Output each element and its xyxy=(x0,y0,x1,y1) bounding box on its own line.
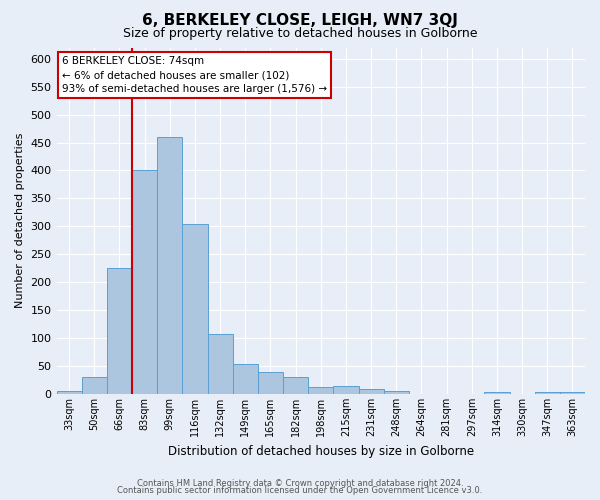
Text: 6 BERKELEY CLOSE: 74sqm
← 6% of detached houses are smaller (102)
93% of semi-de: 6 BERKELEY CLOSE: 74sqm ← 6% of detached… xyxy=(62,56,327,94)
Text: Size of property relative to detached houses in Golborne: Size of property relative to detached ho… xyxy=(123,28,477,40)
Bar xyxy=(107,268,132,394)
Bar xyxy=(56,391,82,394)
Bar xyxy=(208,334,233,394)
Bar xyxy=(233,364,258,394)
Y-axis label: Number of detached properties: Number of detached properties xyxy=(15,133,25,308)
Bar xyxy=(359,389,383,394)
Text: Contains HM Land Registry data © Crown copyright and database right 2024.: Contains HM Land Registry data © Crown c… xyxy=(137,478,463,488)
Bar xyxy=(132,170,157,394)
Bar xyxy=(82,377,107,394)
Bar xyxy=(283,377,308,394)
Text: 6, BERKELEY CLOSE, LEIGH, WN7 3QJ: 6, BERKELEY CLOSE, LEIGH, WN7 3QJ xyxy=(142,12,458,28)
Bar xyxy=(308,386,334,394)
Bar xyxy=(560,392,585,394)
Bar xyxy=(484,392,509,394)
Bar xyxy=(258,372,283,394)
Bar xyxy=(157,137,182,394)
Bar xyxy=(182,224,208,394)
Text: Contains public sector information licensed under the Open Government Licence v3: Contains public sector information licen… xyxy=(118,486,482,495)
Bar xyxy=(383,391,409,394)
Bar xyxy=(334,386,359,394)
X-axis label: Distribution of detached houses by size in Golborne: Distribution of detached houses by size … xyxy=(168,444,474,458)
Bar xyxy=(535,392,560,394)
